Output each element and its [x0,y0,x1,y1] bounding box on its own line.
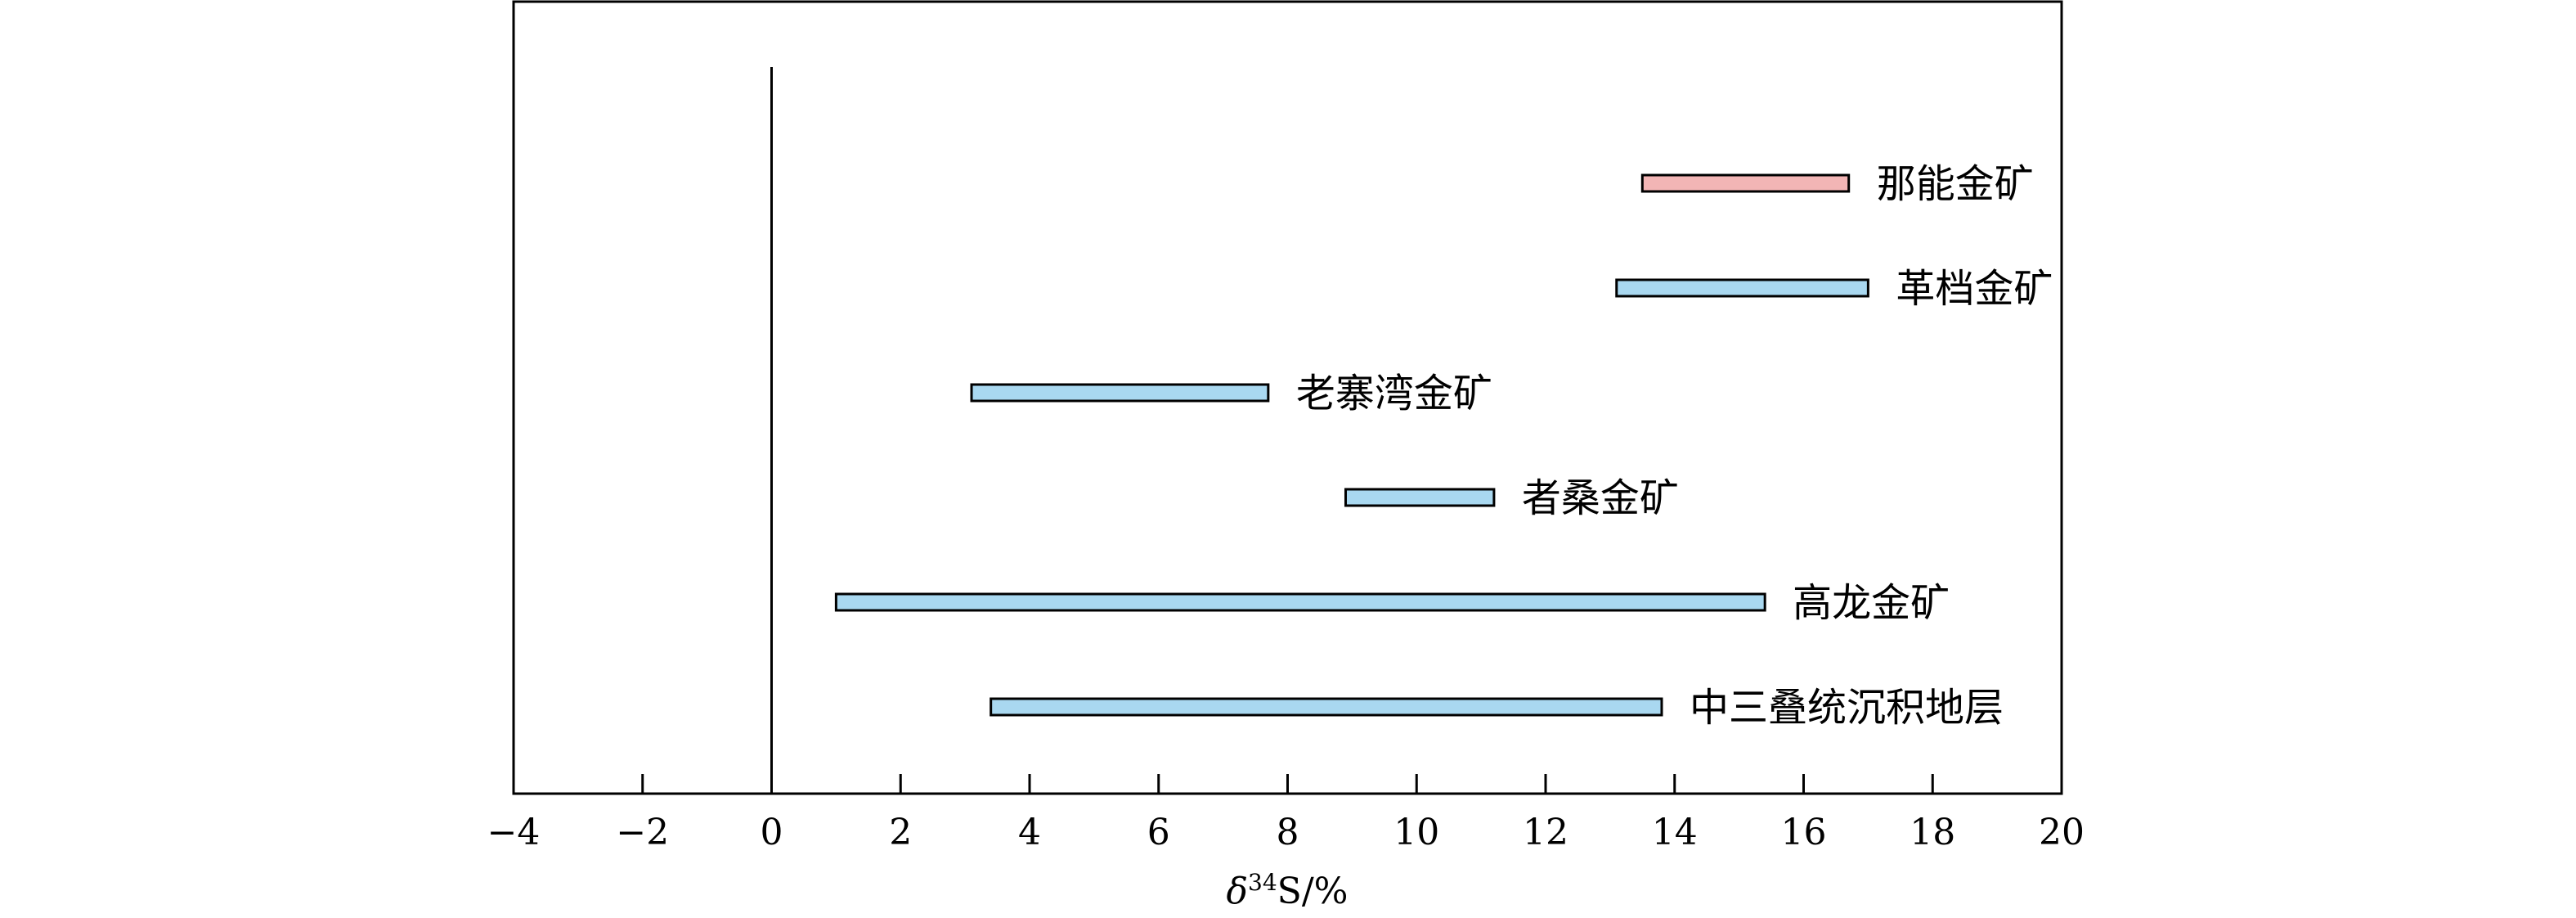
x-axis-label-superscript: 34 [1248,869,1277,896]
range-bar [1344,488,1496,507]
range-label: 高龙金矿 [1793,580,1950,626]
range-bar [990,697,1663,717]
range-label: 那能金矿 [1877,161,2034,207]
x-axis-label: δ34S/% [1227,869,1349,912]
x-tick-label: 0 [761,812,783,853]
x-axis-tick-labels: −4 −2 0 2 4 6 8 10 12 14 16 18 20 [487,812,2085,853]
x-tick-label: 14 [1652,812,1698,853]
x-tick-label: 18 [1910,812,1955,853]
x-tick-label: 4 [1018,812,1041,853]
x-tick-label: 16 [1781,812,1827,853]
x-tick-label: −4 [487,812,541,853]
x-tick-label: 8 [1277,812,1299,853]
range-bar [970,383,1270,403]
x-tick-label: 6 [1147,812,1170,853]
range-label: 老寨湾金矿 [1296,371,1492,416]
x-axis-label-prefix: δ [1227,871,1249,912]
range-bar [834,592,1766,612]
range-label: 中三叠统沉积地层 [1690,685,2004,731]
range-bars [834,173,1869,717]
x-axis-label-suffix: S/% [1277,871,1349,912]
x-tick-label: 12 [1523,812,1568,853]
range-label: 者桑金矿 [1522,475,1679,521]
range-bar [1615,278,1869,298]
x-tick-label: 10 [1393,812,1439,853]
plot-frame [512,0,2063,795]
x-axis-ticks [512,774,2063,794]
x-tick-label: 2 [889,812,912,853]
range-label: 革档金矿 [1896,266,2053,312]
range-bar [1640,173,1851,193]
x-tick-label: 20 [2039,812,2085,853]
x-tick-label: −2 [616,812,669,853]
